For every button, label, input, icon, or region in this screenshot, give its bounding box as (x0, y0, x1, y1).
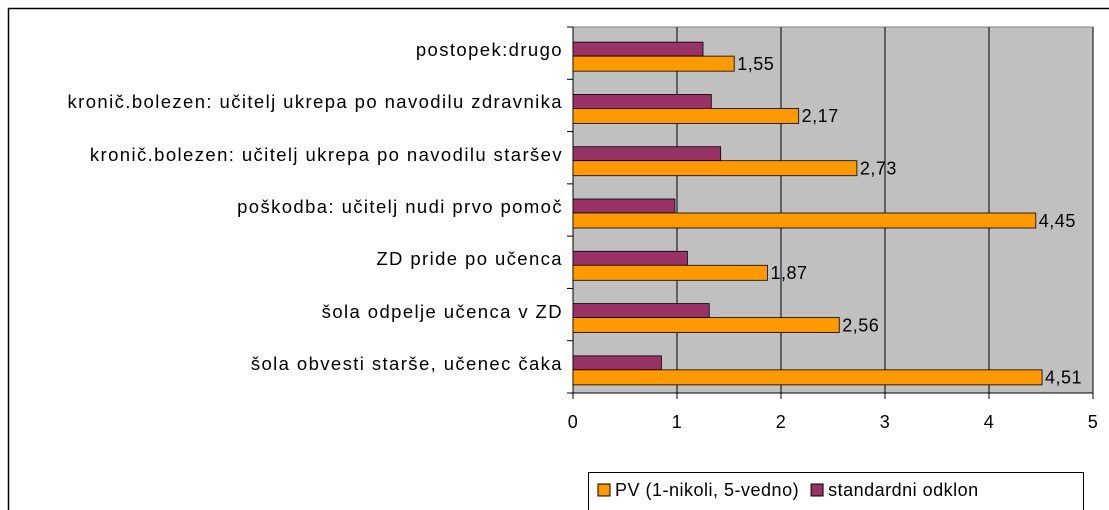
bar (572, 198, 676, 214)
value-label: 1,87 (770, 263, 807, 283)
y-tick-label: šola odpelje učenca v ZD (321, 300, 563, 322)
bar (572, 369, 1043, 386)
bar (572, 55, 735, 72)
y-tick-label: kronič.bolezen: učitelj ukrepa po navodi… (89, 143, 563, 165)
bar (572, 41, 704, 57)
legend-swatch (810, 483, 824, 497)
y-tick-label: postopek:drugo (415, 39, 563, 61)
bar (572, 303, 710, 318)
bar (572, 108, 800, 124)
y-tick-label: ZD pride po učenca (376, 248, 563, 270)
value-label: 2,73 (860, 158, 897, 178)
x-tick-label: 2 (776, 412, 787, 432)
chart-border (7, 7, 1109, 510)
x-tick-label: 1 (672, 412, 683, 432)
legend-label: PV (1-nikoli, 5-vedno) (615, 480, 799, 500)
y-tick-label: šola obvesti starše, učenec čaka (250, 352, 563, 374)
bar (572, 317, 840, 333)
y-tick-label: poškodba: učitelj nudi prvo pomoč (237, 196, 563, 217)
y-tick-label: kronič.bolezen: učitelj ukrepa po navodi… (67, 91, 563, 113)
bar (572, 94, 712, 109)
x-tick-label: 4 (984, 412, 995, 432)
x-tick-label: 3 (880, 412, 891, 432)
x-tick-label: 0 (568, 412, 579, 432)
value-label: 2,17 (802, 106, 839, 126)
value-label: 4,51 (1045, 368, 1082, 388)
value-label: 2,56 (842, 315, 879, 335)
legend-swatch (597, 483, 611, 497)
value-label: 1,55 (737, 54, 774, 74)
legend-label: standardni odklon (828, 480, 979, 500)
value-label: 4,45 (1039, 211, 1076, 231)
bar (572, 212, 1037, 229)
x-tick-label: 5 (1088, 412, 1099, 432)
bar (572, 146, 722, 162)
bar (572, 250, 688, 266)
bar (572, 160, 858, 177)
legend-box (588, 472, 1084, 510)
bar (572, 264, 768, 281)
bar (572, 355, 662, 371)
